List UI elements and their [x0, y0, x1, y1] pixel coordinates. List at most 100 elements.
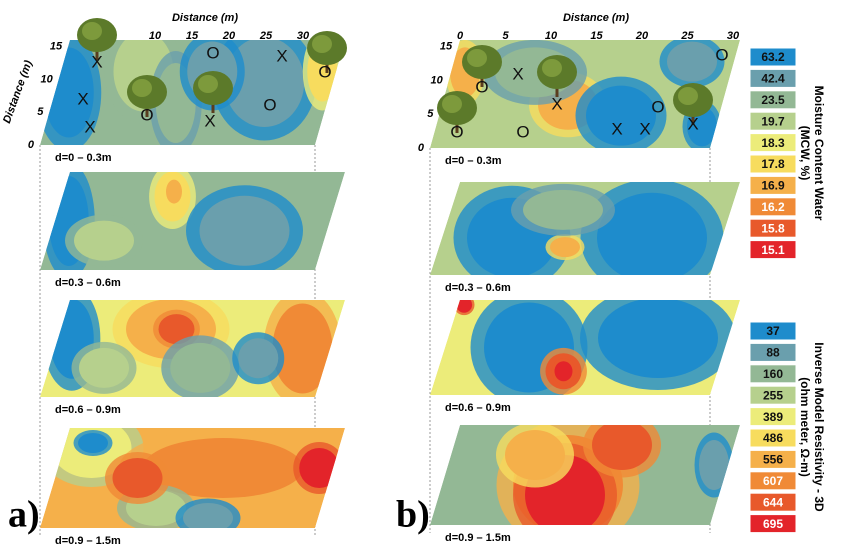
x-tick-label: 15 — [186, 30, 199, 42]
legend-value: 18.3 — [761, 136, 785, 150]
legend-value: 15.1 — [761, 243, 785, 257]
layer-label: d=0.3 – 0.6m — [55, 277, 121, 289]
legend-value: 644 — [763, 495, 783, 509]
layer-label: d=0.6 – 0.9m — [55, 404, 121, 416]
contour — [598, 298, 718, 378]
legend-value: 695 — [763, 517, 783, 531]
layer-label: d=0.9 – 1.5m — [55, 535, 121, 547]
x-tick-label: 5 — [502, 30, 509, 42]
x-tick-label: 10 — [149, 30, 162, 42]
contour — [78, 433, 108, 453]
contour — [550, 237, 580, 257]
y-tick-label: 10 — [431, 74, 444, 86]
x-tick-label: 25 — [259, 30, 273, 42]
site-marker: O — [263, 95, 276, 114]
contour — [505, 430, 565, 480]
legend-value: 88 — [766, 346, 780, 360]
contour — [170, 343, 230, 393]
y-tick-label: 0 — [418, 142, 425, 154]
x-tick-label: 20 — [635, 30, 649, 42]
depth-slice — [40, 287, 345, 407]
site-marker: O — [140, 105, 153, 124]
x-tick-label: 30 — [297, 30, 310, 42]
site-marker: O — [651, 97, 664, 116]
y-tick-label: 5 — [37, 106, 44, 118]
contour — [79, 348, 129, 388]
contour — [74, 221, 134, 261]
site-marker: X — [84, 117, 95, 136]
x-tick-label: 0 — [457, 30, 464, 42]
x-axis-title: Distance (m) — [563, 12, 629, 24]
legend-value: 16.9 — [761, 179, 785, 193]
layer-label: d=0 – 0.3m — [55, 152, 112, 164]
x-tick-label: 30 — [727, 30, 740, 42]
legend-value: 63.2 — [761, 50, 785, 64]
layer-label: d=0.3 – 0.6m — [445, 282, 511, 294]
figure: d=0 – 0.3m d=0.3 – 0.6m d=0.6 – 0.9m d=0.9 … — [0, 0, 843, 548]
site-marker: O — [318, 62, 331, 81]
tree-crown — [198, 75, 218, 93]
layer-label: d=0 – 0.3m — [445, 155, 502, 167]
site-marker: O — [206, 43, 219, 62]
site-marker: X — [91, 52, 102, 71]
legend-value: 37 — [766, 324, 780, 338]
legend-value: 17.8 — [761, 157, 785, 171]
site-marker: X — [204, 111, 215, 130]
site-marker: X — [276, 46, 287, 65]
contour — [238, 338, 278, 378]
legend-value: 607 — [763, 474, 783, 488]
site-marker: O — [475, 77, 488, 96]
legend-subtitle: (MCW, %) — [798, 126, 812, 181]
depth-slice — [430, 413, 740, 549]
tree-crown — [467, 49, 487, 67]
legend-value: 486 — [763, 431, 783, 445]
contour — [667, 42, 717, 82]
panel-label: a) — [8, 494, 40, 536]
depth-slice — [430, 286, 740, 406]
layer-label: d=0.9 – 1.5m — [445, 532, 511, 544]
tree-crown — [442, 95, 462, 113]
contour — [592, 420, 652, 470]
x-axis-title: Distance (m) — [172, 12, 238, 24]
legend-title: Inverse Model Resistivity - 3D — [812, 342, 826, 512]
site-marker: X — [611, 119, 622, 138]
contour — [299, 448, 339, 488]
x-tick-label: 15 — [590, 30, 603, 42]
y-tick-label: 15 — [50, 40, 63, 52]
site-marker: X — [639, 119, 650, 138]
legend-value: 160 — [763, 367, 783, 381]
y-axis-title: Distance (m) — [1, 59, 35, 125]
site-marker: O — [450, 122, 463, 141]
contour — [555, 361, 573, 381]
contour — [113, 458, 163, 498]
x-tick-label: 25 — [680, 30, 694, 42]
site-marker: X — [687, 114, 698, 133]
y-tick-label: 15 — [440, 41, 453, 53]
y-tick-label: 0 — [28, 139, 35, 151]
depth-slice — [430, 179, 740, 296]
contour — [183, 503, 233, 533]
site-marker: X — [77, 89, 88, 108]
contour — [699, 440, 729, 490]
tree-crown — [542, 59, 562, 77]
legend-value: 19.7 — [761, 114, 785, 128]
tree-crown — [132, 79, 152, 97]
tree-crown — [312, 35, 332, 53]
legend-value: 556 — [763, 453, 783, 467]
legend-title: Moisture Content Water — [812, 86, 826, 221]
tree-crown — [82, 22, 102, 40]
legend-value: 389 — [763, 410, 783, 424]
legend-value: 15.8 — [761, 221, 785, 235]
legend-value: 42.4 — [761, 72, 785, 86]
legend-value: 16.2 — [761, 200, 785, 214]
contour — [200, 196, 290, 266]
site-marker: X — [551, 94, 562, 113]
panel-label: b) — [396, 494, 430, 536]
contour — [523, 190, 603, 230]
site-marker: O — [516, 122, 529, 141]
y-tick-label: 10 — [41, 73, 54, 85]
legend-subtitle: (ohm meter, Ω-m) — [798, 377, 812, 477]
contour — [456, 297, 472, 313]
x-tick-label: 20 — [222, 30, 236, 42]
tree-crown — [678, 87, 698, 105]
